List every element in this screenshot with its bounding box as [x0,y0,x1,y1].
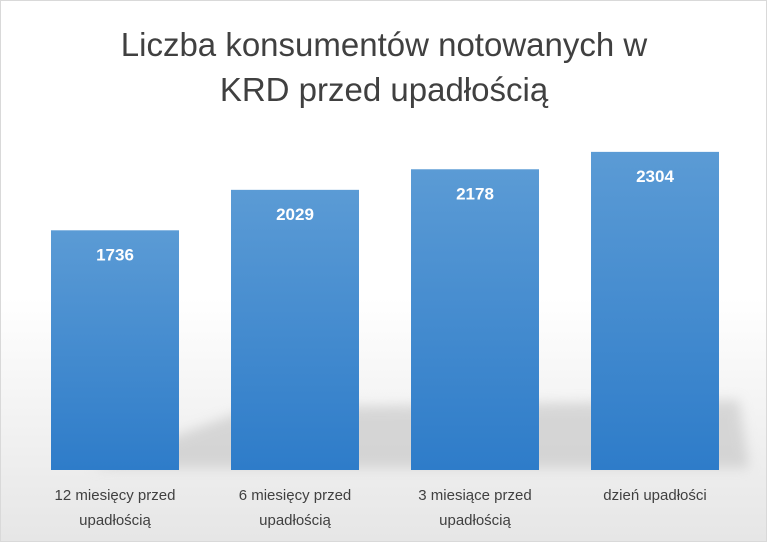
category-label: 12 miesięcy przed [55,487,176,504]
bar [411,169,539,470]
bars [51,151,719,470]
data-label: 1736 [96,245,134,264]
bar [51,230,179,470]
category-label: upadłością [79,512,151,529]
chart-title-line: Liczba konsumentów notowanych w [121,26,648,63]
bar [231,189,359,470]
chart-title-line: KRD przed upadłością [220,71,549,108]
data-labels: 1736 2029 2178 2304 [96,167,674,264]
chart-title: Liczba konsumentów notowanych w KRD przed… [121,26,648,108]
data-label: 2029 [276,205,314,224]
data-label: 2178 [456,184,494,203]
category-label: upadłością [439,512,511,529]
data-label: 2304 [636,167,674,186]
category-label: upadłością [259,512,331,529]
bar [591,151,719,470]
category-label: 6 miesięcy przed [239,487,352,504]
category-label: 3 miesiące przed [418,487,531,504]
category-axis-labels: 12 miesięcy przed upadłością 6 miesięcy pr… [55,487,707,529]
category-label: dzień upadłości [603,487,706,504]
